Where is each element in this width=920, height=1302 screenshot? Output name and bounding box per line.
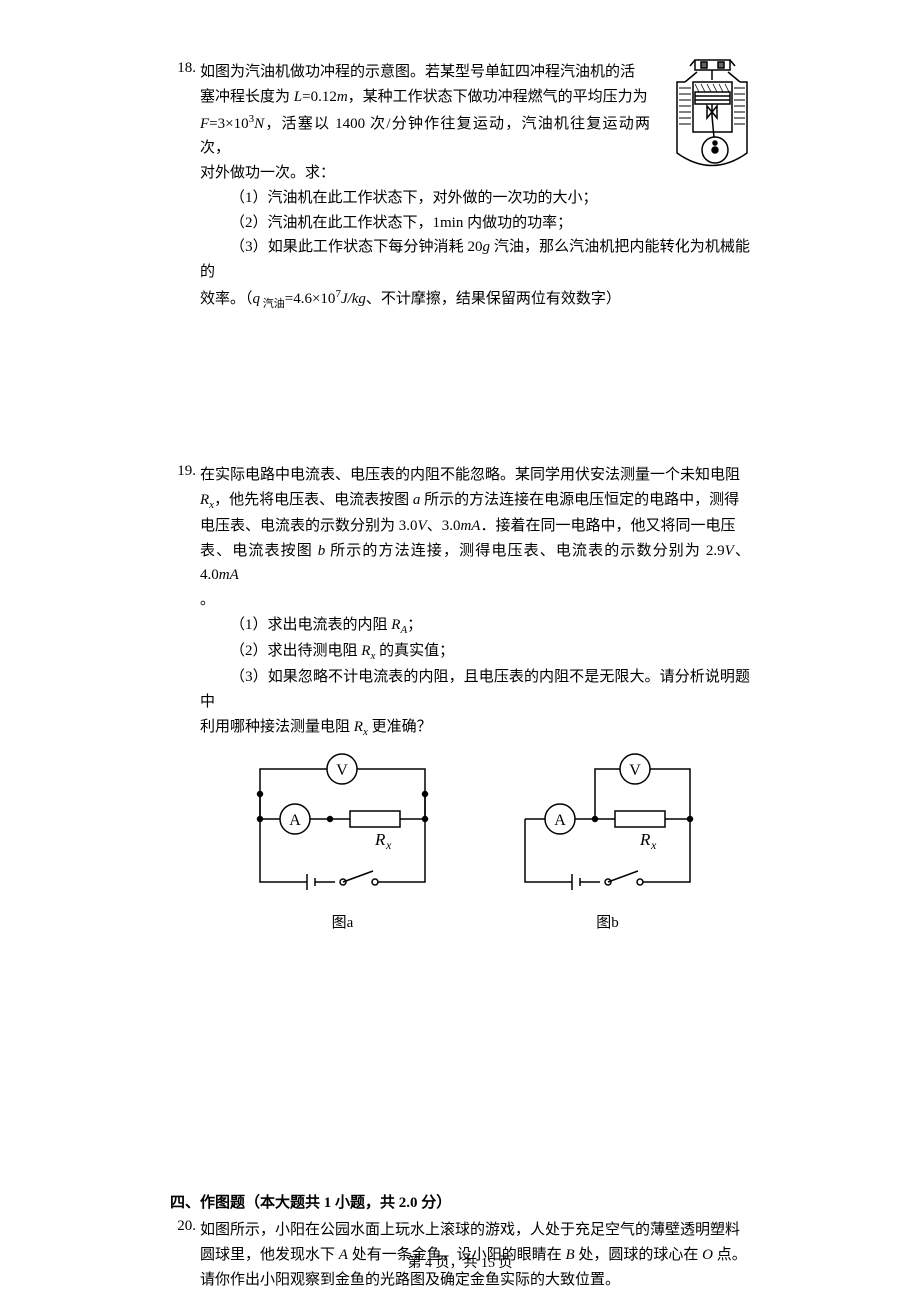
problem-18-body: 如图为汽油机做功冲程的示意图。若某型号单缸四冲程汽油机的活 塞冲程长度为 L=0… bbox=[200, 60, 750, 313]
q18-s1: （1）汽油机在此工作状态下，对外做的一次功的大小； bbox=[200, 190, 598, 206]
section-4-title: 四、作图题（本大题共 1 小题，共 2.0 分） bbox=[170, 1191, 750, 1212]
q19-l5: 。 bbox=[200, 592, 215, 608]
q19-mA2: mA bbox=[219, 567, 239, 583]
q19-text: 在实际电路中电流表、电压表的内阻不能忽略。某同学用伏安法测量一个未知电阻 Rx，… bbox=[200, 463, 750, 741]
q19-l1: 在实际电路中电流表、电压表的内阻不能忽略。某同学用伏安法测量一个未知电阻 bbox=[200, 467, 740, 483]
q19-l2b: ，他先将电压表、电流表按图 bbox=[214, 492, 413, 508]
q19-l3b: 、3.0 bbox=[427, 518, 461, 534]
footer-pre: 第 bbox=[408, 1256, 426, 1271]
q19-l4b: 所示的方法连接，测得电压表、电流表的示数分别为 2.9 bbox=[325, 543, 724, 559]
q18-eq2: =3×10 bbox=[209, 116, 248, 132]
q18-l3b: ，活塞以 1400 次/分钟作往复运动，汽油机往复运动两次， bbox=[200, 116, 650, 157]
circuit-a: V A bbox=[245, 749, 440, 937]
q19-V2: V bbox=[725, 543, 734, 559]
q18-s2: （2）汽油机在此工作状态下，1min 内做功的功率； bbox=[200, 215, 572, 231]
footer-total: 15 bbox=[481, 1256, 495, 1271]
svg-text:x: x bbox=[385, 838, 392, 852]
q19-s1b: ； bbox=[407, 617, 422, 633]
q19-V1: V bbox=[418, 518, 427, 534]
q18-m: m bbox=[337, 89, 348, 105]
q18-l2b: ，某种工作状态下做功冲程燃气的平均压力为 bbox=[348, 89, 648, 105]
q18-J: J/kg bbox=[341, 291, 366, 307]
q18-eq1: =0.12 bbox=[302, 89, 337, 105]
q20-l1: 如图所示，小阳在公园水面上玩水上滚球的游戏，人处于充足空气的薄壁透明塑料 bbox=[200, 1222, 740, 1238]
svg-text:x: x bbox=[650, 838, 657, 852]
page-footer: 第 4 页，共 15 页 bbox=[0, 1252, 920, 1272]
gap-18-19 bbox=[170, 323, 750, 463]
svg-text:A: A bbox=[554, 812, 566, 829]
q18-s4b: 、不计摩擦，结果保留两位有效数字） bbox=[366, 291, 621, 307]
q19-mA1: mA bbox=[460, 518, 480, 534]
q18-text2: （3）如果此工作状态下每分钟消耗 20g 汽油，那么汽油机把内能转化为机械能的 … bbox=[200, 235, 750, 313]
q19-Rx3: R bbox=[354, 719, 363, 735]
problem-19-body: 在实际电路中电流表、电压表的内阻不能忽略。某同学用伏安法测量一个未知电阻 Rx ，… bbox=[200, 463, 750, 936]
q19-s4a: 利用哪种接法测量电阻 bbox=[200, 719, 354, 735]
problem-19: 19. 在实际电路中电流表、电压表的内阻不能忽略。某同学用伏安法测量一个未知电阻… bbox=[170, 463, 750, 936]
q18-s4a: 效率。（ bbox=[200, 291, 253, 307]
q18-l1: 如图为汽油机做功冲程的示意图。若某型号单缸四冲程汽油机的活 bbox=[200, 64, 635, 80]
svg-text:V: V bbox=[336, 762, 348, 779]
svg-text:R: R bbox=[374, 830, 386, 849]
circuit-diagrams: V A bbox=[200, 749, 750, 937]
q19-s2b: 的真实值； bbox=[375, 643, 454, 659]
q19-l3a: 电压表、电流表的示数分别为 3.0 bbox=[200, 518, 418, 534]
problem-18-number: 18. bbox=[170, 60, 200, 313]
circuit-b-label: 图b bbox=[510, 911, 705, 936]
q18-l2a: 塞冲程长度为 bbox=[200, 89, 294, 105]
q18-N: N bbox=[254, 116, 264, 132]
q18-q: q bbox=[253, 291, 261, 307]
svg-text:A: A bbox=[289, 812, 301, 829]
circuit-a-label: 图a bbox=[245, 911, 440, 936]
problem-18: 18. bbox=[170, 60, 750, 313]
q19-l2c: 所示的方法连接在电源电压恒定的电路中，测得 bbox=[420, 492, 739, 508]
q18-eq3: =4.6×10 bbox=[285, 291, 336, 307]
svg-text:R: R bbox=[639, 830, 651, 849]
footer-suf: 页 bbox=[495, 1256, 513, 1271]
q18-l4: 对外做功一次。求： bbox=[200, 165, 335, 181]
q18-s3a: （3）如果此工作状态下每分钟消耗 20 bbox=[200, 239, 483, 255]
footer-mid: 页，共 bbox=[432, 1256, 481, 1271]
q18-qsub: 汽油 bbox=[260, 298, 285, 310]
q19-s2a: （2）求出待测电阻 bbox=[200, 643, 361, 659]
q18-g: g bbox=[483, 239, 491, 255]
q19-l3c: ．接着在同一电路中，他又将同一电压 bbox=[480, 518, 735, 534]
gap-19-20 bbox=[170, 946, 750, 1181]
q19-s1a: （1）求出电流表的内阻 bbox=[200, 617, 391, 633]
q19-s3: （3）如果忽略不计电流表的内阻，且电压表的内阻不是无限大。请分析说明题中 bbox=[200, 669, 750, 710]
q18-L: L bbox=[294, 89, 302, 105]
circuit-b: V A bbox=[510, 749, 705, 937]
q19-Rx1: R bbox=[200, 492, 209, 508]
q20-l3: 请你作出小阳观察到金鱼的光路图及确定金鱼实际的大致位置。 bbox=[200, 1272, 620, 1288]
svg-text:V: V bbox=[629, 762, 641, 779]
footer-cur: 4 bbox=[425, 1256, 432, 1271]
q18-F: F bbox=[200, 116, 209, 132]
q19-l4a: 表、电流表按图 bbox=[200, 543, 318, 559]
engine-diagram bbox=[665, 58, 760, 173]
problem-19-number: 19. bbox=[170, 463, 200, 936]
q19-s4b: 更准确？ bbox=[368, 719, 432, 735]
